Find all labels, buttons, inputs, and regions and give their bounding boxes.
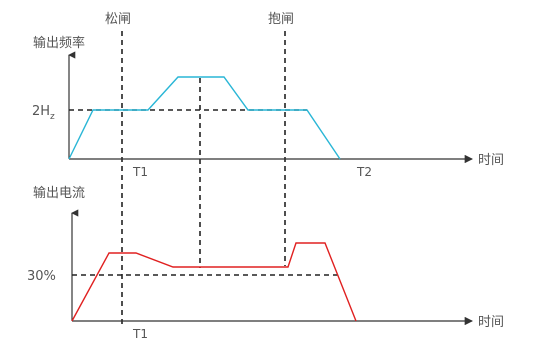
frequency-axis-label: 输出频率 (33, 35, 85, 51)
current-ref-label: 30% (27, 269, 56, 284)
current-axis-label: 输出电流 (33, 185, 85, 201)
frequency-t1-label: T1 (132, 165, 148, 179)
current-x-axis-label: 时间 (478, 315, 504, 330)
release-marker-label: 松闸 (105, 12, 131, 27)
current-t1-label: T1 (132, 327, 148, 340)
frequency-ref-label: 2Hz (32, 104, 55, 122)
hold-marker-label: 抱闸 (268, 11, 294, 27)
frequency-x-axis-label: 时间 (478, 153, 504, 168)
frequency-t2-label: T2 (356, 165, 372, 179)
current-curve (71, 242, 357, 322)
frequency-curve (68, 76, 341, 160)
